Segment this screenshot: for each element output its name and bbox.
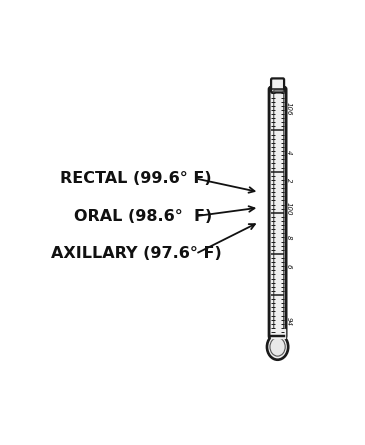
Text: 94: 94 <box>285 317 292 326</box>
Text: 4: 4 <box>285 150 292 154</box>
Text: AXILLARY (97.6° F): AXILLARY (97.6° F) <box>51 247 222 261</box>
Text: 100: 100 <box>285 202 292 216</box>
Text: 106: 106 <box>285 102 292 116</box>
Text: 8: 8 <box>285 235 292 240</box>
Text: 2: 2 <box>285 178 292 183</box>
Text: ORAL (98.6°  F): ORAL (98.6° F) <box>74 209 212 224</box>
Bar <box>270 329 285 338</box>
FancyBboxPatch shape <box>271 78 284 93</box>
Text: 6: 6 <box>285 263 292 268</box>
FancyBboxPatch shape <box>269 87 286 338</box>
Ellipse shape <box>270 338 285 356</box>
Text: RECTAL (99.6° F): RECTAL (99.6° F) <box>60 171 211 186</box>
Ellipse shape <box>267 334 288 360</box>
